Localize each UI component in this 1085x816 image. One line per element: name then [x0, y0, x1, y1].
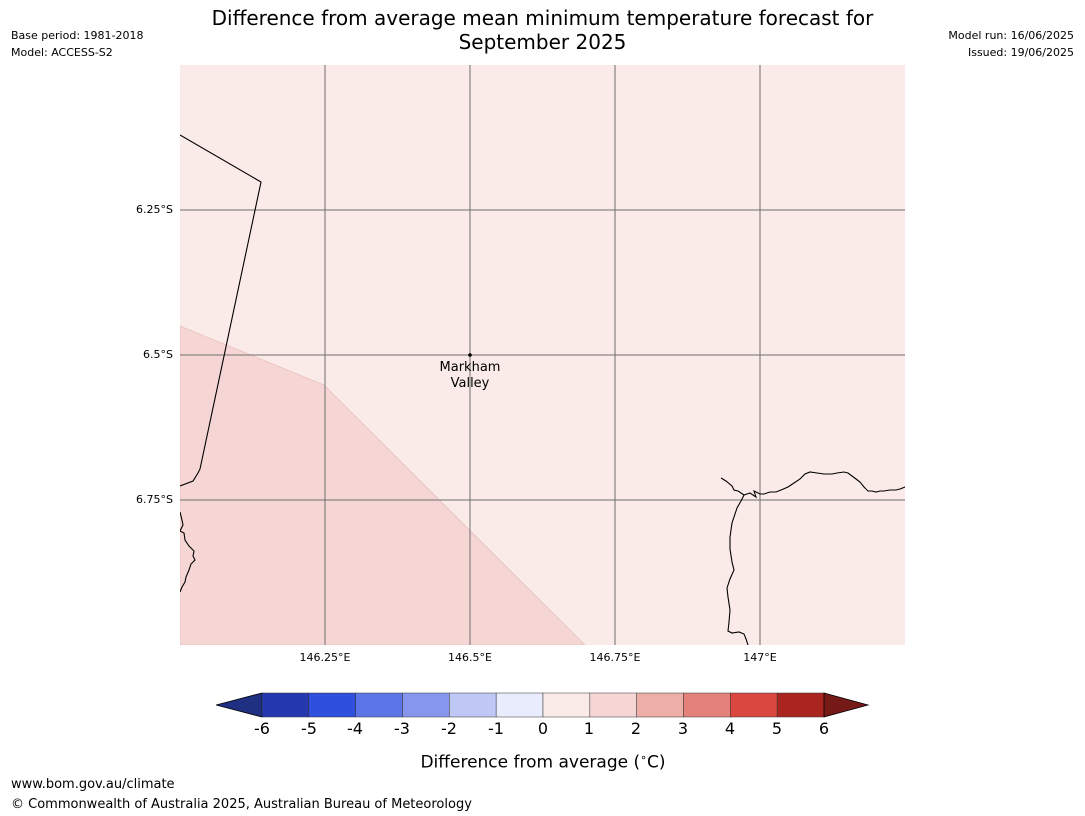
map-panel [180, 65, 905, 645]
colorbar-tick-label: -1 [488, 719, 504, 738]
colorbar-tick-label: -2 [441, 719, 457, 738]
place-name-line-1: Markham [439, 360, 501, 375]
colorbar-segment [542, 692, 591, 718]
base-period: Base period: 1981-2018 [11, 29, 144, 42]
colorbar-segment [730, 692, 778, 718]
colorbar-segment [683, 692, 731, 718]
colorbar-tick-label: 2 [630, 719, 642, 738]
colorbar-tick-label: -5 [301, 719, 317, 738]
colorbar-segment [355, 692, 403, 718]
meta-right: Model run: 16/06/2025 Issued: 19/06/2025 [948, 27, 1074, 61]
colorbar-tick-label: 0 [537, 719, 549, 738]
colorbar-tick-label: 6 [818, 719, 830, 738]
place-marker [468, 353, 472, 357]
model-run: Model run: 16/06/2025 [948, 29, 1074, 42]
huon-gulf-coastline [720, 471, 905, 499]
lon-label-146-75: 146.75°E [589, 651, 641, 664]
lat-label-6-5: 6.5°S [143, 348, 173, 361]
map-svg [180, 65, 905, 645]
title-line-1: Difference from average mean minimum tem… [211, 6, 874, 30]
colorbar-tick-label: -6 [254, 719, 270, 738]
colorbar-segment [308, 692, 356, 718]
colorbar-tick-label: 5 [771, 719, 783, 738]
anomaly-region-one-to-two [180, 325, 586, 645]
lat-label-6-25: 6.25°S [136, 203, 173, 216]
colorbar-over-arrow [823, 692, 870, 718]
title-line-2: September 2025 [458, 30, 627, 54]
colorbar-segment [402, 692, 450, 718]
degree-symbol: ∘ [640, 751, 647, 764]
colorbar-segment [261, 692, 310, 718]
lat-label-6-75: 6.75°S [136, 493, 173, 506]
colorbar-tick-label: -4 [347, 719, 363, 738]
colorbar-under-arrow [214, 692, 263, 718]
footer: www.bom.gov.au/climate © Commonwealth of… [11, 775, 472, 815]
place-name-line-2: Valley [450, 376, 490, 391]
model-name: Model: ACCESS-S2 [11, 46, 113, 59]
website-text: www.bom.gov.au/climate [11, 777, 175, 792]
colorbar-segments [261, 692, 825, 718]
colorbar-segment [776, 692, 825, 718]
chart-title: Difference from average mean minimum tem… [180, 6, 905, 54]
colorbar [214, 692, 870, 724]
lon-label-146-5: 146.5°E [448, 651, 492, 664]
issued-date: Issued: 19/06/2025 [967, 46, 1074, 59]
colorbar-segment [495, 692, 544, 718]
colorbar-tick-label: 4 [724, 719, 736, 738]
river-coastline [726, 494, 749, 645]
colorbar-tick-label: -3 [394, 719, 410, 738]
copyright-text: © Commonwealth of Australia 2025, Austra… [11, 797, 472, 812]
gridlines [180, 65, 905, 645]
colorbar-segment [589, 692, 637, 718]
meta-left: Base period: 1981-2018 Model: ACCESS-S2 [11, 27, 143, 61]
colorbar-tick-label: 1 [583, 719, 595, 738]
boundaries [180, 134, 905, 645]
colorbar-tick-label: 3 [677, 719, 689, 738]
lon-label-147: 147°E [743, 651, 777, 664]
colorbar-segment [636, 692, 684, 718]
place-label: Markham Valley [420, 360, 520, 392]
colorbar-segment [449, 692, 497, 718]
lon-label-146-25: 146.25°E [299, 651, 351, 664]
province-boundary [180, 134, 262, 487]
west-coastline [180, 511, 196, 593]
colorbar-label: Difference from average (∘C) [420, 751, 666, 773]
